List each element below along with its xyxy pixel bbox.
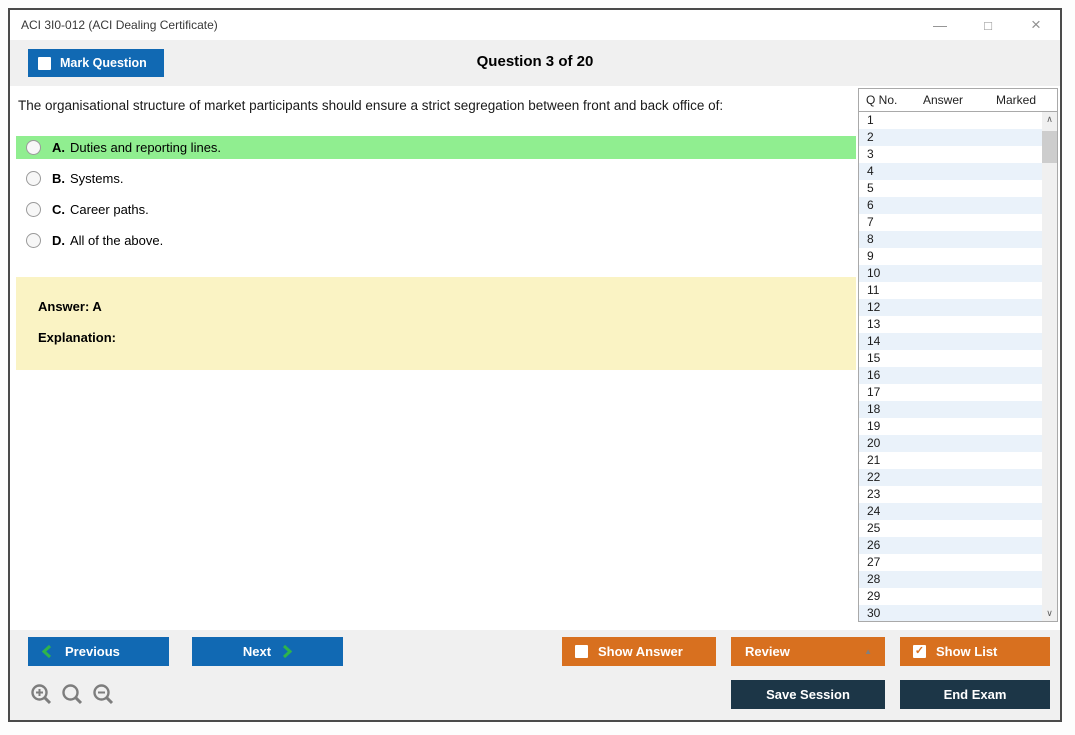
option-letter: D. [52,233,65,248]
title-bar: ACI 3I0-012 (ACI Dealing Certificate) — … [10,10,1060,40]
explanation-label: Explanation: [38,330,117,345]
question-list-panel: Q No. Answer Marked 1 2 3 4 5 6 7 8 9 10 11 12 13 14 1… [858,88,1058,622]
option-radio[interactable] [26,233,41,248]
checkmark-icon: ✓ [914,645,925,657]
option-radio[interactable] [26,171,41,186]
question-list-row[interactable]: 25 [867,521,881,535]
show-list-checkbox[interactable]: ✓ [913,645,926,658]
question-text: The organisational structure of market p… [18,98,724,113]
column-answer: Answer [923,93,964,107]
question-list-row[interactable]: 27 [867,555,881,569]
option-radio[interactable] [26,202,41,217]
question-list-row[interactable]: 20 [859,435,1042,452]
question-list-row[interactable]: 16 [859,367,1042,384]
question-list-row[interactable]: 19 [867,419,881,433]
option-letter: B. [52,171,65,186]
show-answer-label: Show Answer [598,644,683,659]
exam-window: ACI 3I0-012 (ACI Dealing Certificate) — … [8,8,1062,722]
close-icon[interactable]: × [1031,15,1041,34]
dropdown-arrow-icon: ▲ [864,647,872,656]
question-list-row[interactable]: 18 [859,401,1042,418]
review-label: Review [745,644,790,659]
show-list-label: Show List [936,644,998,659]
mark-question-label: Mark Question [60,56,147,70]
zoom-in-icon[interactable] [30,683,54,707]
option-row-b[interactable]: B. Systems. [16,167,856,190]
question-list-row[interactable]: 15 [867,351,881,365]
show-answer-button[interactable]: Show Answer [562,637,716,666]
option-text: Duties and reporting lines. [70,140,222,155]
review-button[interactable]: Review ▲ [731,637,885,666]
question-list-row[interactable]: 29 [867,589,881,603]
question-list-row[interactable]: 9 [867,249,874,263]
minimize-icon[interactable]: — [933,17,947,33]
next-label: Next [242,644,272,659]
previous-button[interactable]: Previous [28,637,169,666]
end-exam-label: End Exam [943,687,1007,702]
question-list-row[interactable]: 6 [859,197,1042,214]
option-letter: C. [52,202,65,217]
question-list-row[interactable]: 23 [867,487,881,501]
answer-explanation-panel: Answer: A Explanation: [16,277,856,370]
zoom-reset-icon[interactable] [61,683,85,707]
question-list-row[interactable]: 1 [867,113,874,127]
next-button[interactable]: Next [192,637,343,666]
option-row-d[interactable]: D. All of the above. [16,229,856,252]
save-session-label: Save Session [766,687,850,702]
question-list-row[interactable]: 8 [859,231,1042,248]
question-list-row[interactable]: 2 [859,129,1042,146]
option-text: All of the above. [70,233,164,248]
answer-value: Answer: A [38,299,102,314]
maximize-icon[interactable]: □ [984,17,992,33]
question-list-row[interactable]: 26 [859,537,1042,554]
question-list-row[interactable]: 11 [867,283,880,297]
options-list: A. Duties and reporting lines. B. System… [16,136,856,260]
chevron-right-icon [283,644,293,659]
zoom-toolbar [30,683,116,707]
question-list-row[interactable]: 7 [867,215,874,229]
question-list-row[interactable]: 21 [867,453,881,467]
scroll-up-icon[interactable]: ∧ [1046,114,1053,124]
question-list-row[interactable]: 10 [859,265,1042,282]
save-session-button[interactable]: Save Session [731,680,885,709]
question-list-header: Q No. Answer Marked [859,89,1057,112]
option-text: Career paths. [70,202,149,217]
question-list-row[interactable]: 22 [859,469,1042,486]
chevron-left-icon [42,644,52,659]
mark-question-button[interactable]: Mark Question [28,49,164,77]
column-marked: Marked [996,93,1037,107]
question-list-row[interactable]: 12 [859,299,1042,316]
question-counter: Question 3 of 20 [476,53,594,70]
scrollbar-thumb[interactable] [1042,131,1057,163]
window-title: ACI 3I0-012 (ACI Dealing Certificate) [21,18,218,32]
mark-question-checkbox[interactable] [38,56,51,70]
window-controls: — □ × [916,10,1060,40]
top-bar: Mark Question Question 3 of 20 [10,40,1060,86]
footer-bar: Previous Next Show Answer Review ▲ ✓ Sho… [10,630,1060,720]
question-list-row[interactable]: 3 [867,147,874,161]
question-list-scrollbar[interactable]: ∧ ∨ [1042,112,1057,621]
option-radio[interactable] [26,140,41,155]
option-row-c[interactable]: C. Career paths. [16,198,856,221]
option-text: Systems. [70,171,124,186]
question-list-body: 1 2 3 4 5 6 7 8 9 10 11 12 13 14 15 16 17 18 19 20 21 22 23 24 2… [859,112,1057,621]
question-list-row[interactable]: 13 [867,317,881,331]
previous-label: Previous [65,644,120,659]
question-list-row[interactable]: 5 [867,181,874,195]
column-qno: Q No. [866,93,898,107]
main-content: The organisational structure of market p… [10,86,1060,630]
question-list-row[interactable]: 4 [859,163,1042,180]
show-list-button[interactable]: ✓ Show List [900,637,1050,666]
option-letter: A. [52,140,65,155]
question-list-row[interactable]: 14 [859,333,1042,350]
zoom-out-icon[interactable] [92,683,116,707]
option-row-a[interactable]: A. Duties and reporting lines. [16,136,856,159]
question-list-row[interactable]: 17 [867,385,881,399]
show-answer-checkbox[interactable] [575,645,588,658]
end-exam-button[interactable]: End Exam [900,680,1050,709]
question-list-row[interactable]: 30 [859,605,1042,621]
question-list-row[interactable]: 24 [859,503,1042,520]
scroll-down-icon[interactable]: ∨ [1046,608,1053,618]
question-list-row[interactable]: 28 [859,571,1042,588]
